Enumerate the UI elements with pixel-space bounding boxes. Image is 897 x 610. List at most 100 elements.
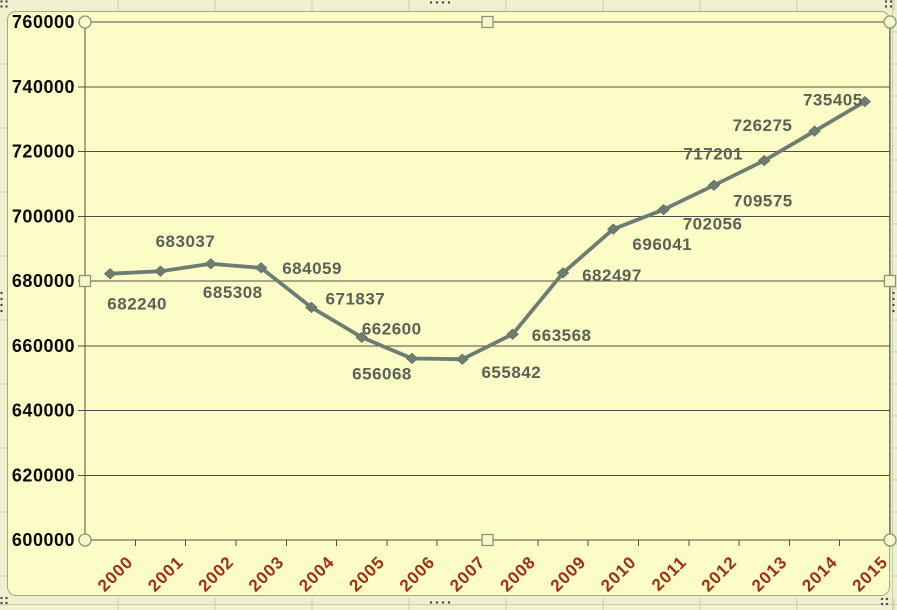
selection-dots <box>5 0 8 3</box>
selection-dots <box>0 0 3 3</box>
selection-dots <box>435 1 439 4</box>
resize-handle-bottom-left[interactable] <box>78 533 92 547</box>
data-point-marker[interactable] <box>707 179 721 191</box>
x-axis-label: 2012 <box>698 552 741 595</box>
y-axis-label: 740000 <box>12 77 75 97</box>
resize-handle-bottom[interactable] <box>481 533 494 547</box>
x-axis-label: 2002 <box>195 552 238 595</box>
data-point-marker[interactable] <box>305 301 318 314</box>
data-point-marker[interactable] <box>103 268 117 280</box>
x-axis-label: 2006 <box>396 552 439 595</box>
y-axis-label: 660000 <box>12 336 75 356</box>
data-label[interactable]: 655842 <box>481 363 541 382</box>
selection-dots <box>892 297 895 301</box>
data-label[interactable]: 682497 <box>582 266 642 285</box>
data-point-marker[interactable] <box>405 352 419 365</box>
x-axis-label: 2003 <box>245 552 288 595</box>
selection-dots <box>892 309 895 313</box>
selection-dots <box>5 5 8 8</box>
y-axis-label: 600000 <box>12 530 75 550</box>
selection-dots <box>884 0 888 3</box>
selection-dots <box>5 596 8 600</box>
selection-dots <box>441 601 445 604</box>
x-axis-label: 2000 <box>94 552 137 595</box>
selection-dots <box>880 602 884 606</box>
data-point-marker[interactable] <box>858 95 872 108</box>
selection-dots <box>429 1 433 4</box>
data-label[interactable]: 656068 <box>352 364 412 383</box>
y-axis-label: 680000 <box>12 271 75 291</box>
x-axis-label: 2015 <box>849 552 892 595</box>
data-label[interactable]: 682240 <box>107 295 167 314</box>
data-point-marker[interactable] <box>154 265 167 277</box>
selection-dots <box>892 291 895 295</box>
data-label[interactable]: 735405 <box>803 91 863 110</box>
y-axis-label: 760000 <box>12 12 75 32</box>
selection-dots <box>447 1 451 4</box>
x-axis-label: 2011 <box>648 552 690 594</box>
x-axis-label: 2008 <box>496 552 539 595</box>
selection-dots <box>429 601 433 604</box>
chart-area[interactable] <box>7 11 890 596</box>
resize-handle-right[interactable] <box>883 274 897 288</box>
y-axis-label: 720000 <box>12 142 75 162</box>
x-axis-label: 2010 <box>597 552 640 595</box>
resize-handle-top-right[interactable] <box>883 15 897 29</box>
y-axis-label: 640000 <box>12 401 75 421</box>
data-point-marker[interactable] <box>757 154 771 167</box>
selection-dots <box>889 0 893 3</box>
selection-dots <box>0 5 3 8</box>
selection-dots <box>441 1 445 4</box>
x-axis-label: 2014 <box>798 552 841 595</box>
data-label[interactable]: 684059 <box>282 259 342 278</box>
data-label[interactable]: 696041 <box>632 235 692 254</box>
data-label[interactable]: 663568 <box>532 326 592 345</box>
selection-dots <box>880 597 884 601</box>
data-label[interactable]: 685308 <box>203 283 263 302</box>
x-axis-label: 2013 <box>748 552 791 595</box>
data-label[interactable]: 702056 <box>683 215 743 234</box>
selection-dots <box>0 303 3 307</box>
resize-handle-bottom-right[interactable] <box>883 533 897 547</box>
x-axis-label: 2007 <box>446 552 489 595</box>
y-axis-label: 620000 <box>12 465 75 485</box>
x-axis-label: 2004 <box>295 552 338 595</box>
data-point-marker[interactable] <box>657 203 670 216</box>
series-line[interactable] <box>108 99 867 362</box>
selection-dots <box>0 601 3 605</box>
selection-dots <box>0 291 3 295</box>
selection-dots <box>447 601 451 604</box>
data-point-marker[interactable] <box>254 262 268 274</box>
y-axis-label: 700000 <box>12 206 75 226</box>
selection-dots <box>5 601 8 605</box>
data-point-marker[interactable] <box>556 267 570 279</box>
selection-dots <box>0 297 3 301</box>
data-label[interactable]: 709575 <box>733 191 793 210</box>
data-label[interactable]: 662600 <box>362 319 422 338</box>
data-label[interactable]: 726275 <box>733 116 793 135</box>
selection-dots <box>435 601 439 604</box>
data-point-marker[interactable] <box>506 328 519 340</box>
selection-dots <box>0 596 3 600</box>
selection-dots <box>884 5 888 8</box>
selection-dots <box>889 5 893 8</box>
x-axis-label: 2001 <box>144 552 187 595</box>
data-label[interactable]: 671837 <box>326 289 386 308</box>
selection-dots <box>885 597 889 601</box>
selection-dots <box>892 303 895 307</box>
selection-dots <box>885 602 889 606</box>
data-label[interactable]: 717201 <box>683 145 743 164</box>
resize-handle-left[interactable] <box>78 274 92 288</box>
data-point-marker[interactable] <box>456 353 469 365</box>
selection-dots <box>0 309 3 313</box>
data-point-marker[interactable] <box>808 125 821 137</box>
resize-handle-top[interactable] <box>481 15 494 29</box>
resize-handle-top-left[interactable] <box>78 15 92 29</box>
data-point-marker[interactable] <box>607 223 620 235</box>
data-point-marker[interactable] <box>204 258 218 270</box>
data-label[interactable]: 683037 <box>156 232 216 251</box>
data-point-marker[interactable] <box>355 331 368 344</box>
x-axis-label: 2005 <box>346 552 389 595</box>
